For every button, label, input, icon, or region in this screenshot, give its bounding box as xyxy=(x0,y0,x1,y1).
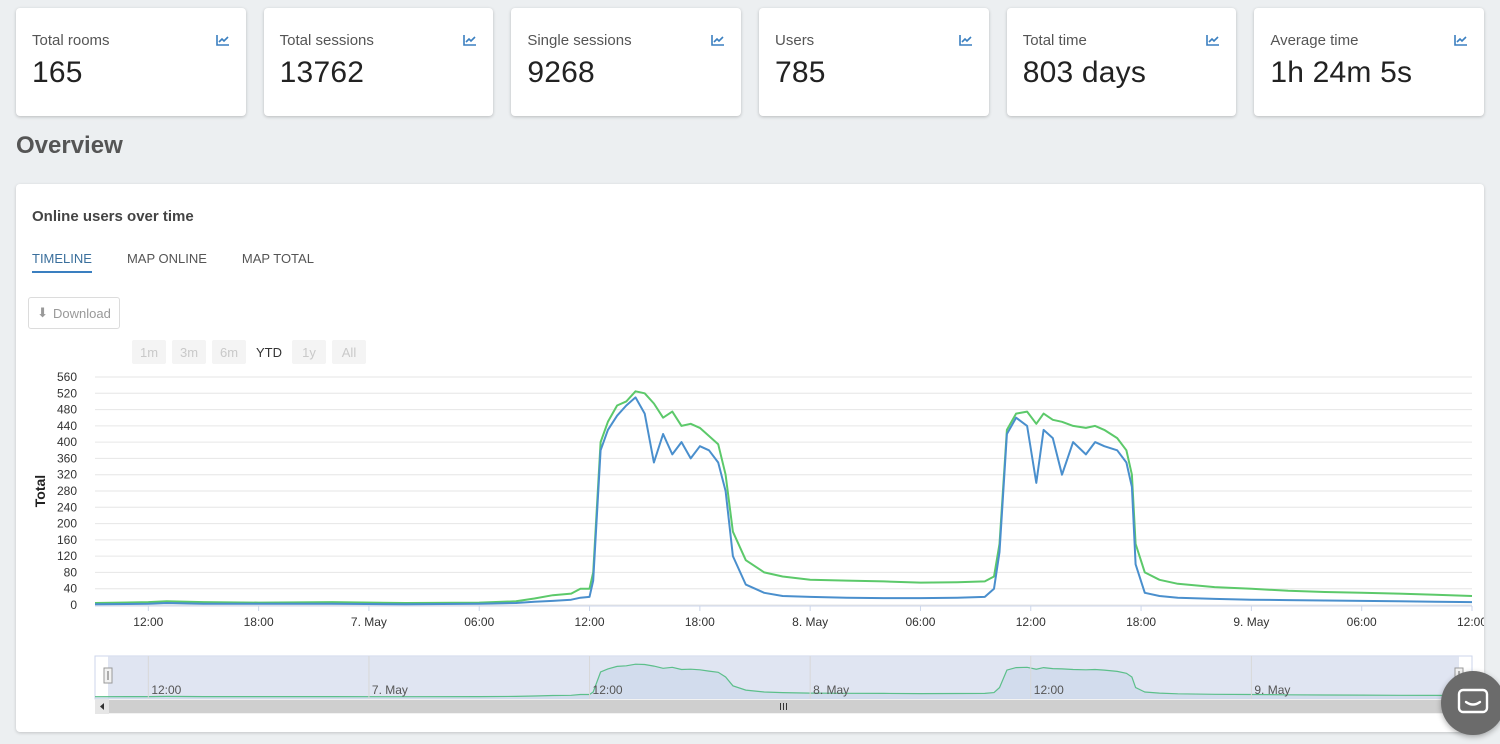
series-line-1 xyxy=(94,390,1473,604)
stat-value: 803 days xyxy=(1022,56,1147,89)
x-tick-label: 8. May xyxy=(792,615,828,629)
overview-title: Overview xyxy=(16,132,123,159)
y-axis-ticks: 0 40 80 120 160 200 240 280 320 360 400 440 480 520 56… xyxy=(57,370,77,612)
stat-card-total-rooms: Total rooms 165 xyxy=(16,8,246,116)
navigator-tick-label: 9. May xyxy=(1254,683,1290,697)
stat-value: 9268 xyxy=(527,56,595,89)
navigator-tick-label: 12:00 xyxy=(1034,683,1064,697)
download-arrow-icon: ⬇ xyxy=(37,305,49,320)
stat-label: Total rooms xyxy=(32,32,110,49)
download-label: Download xyxy=(53,305,111,321)
download-button[interactable]: ⬇ Download xyxy=(28,297,120,329)
x-tick-label: 7. May xyxy=(351,615,387,629)
y-tick-label: 320 xyxy=(57,468,77,482)
stat-value: 1h 24m 5s xyxy=(1270,56,1413,89)
stat-value: 785 xyxy=(775,56,826,89)
stat-label: Total time xyxy=(1022,32,1087,49)
stat-card-total-time: Total time 803 days xyxy=(1006,8,1237,116)
x-tick-label: 12:00 xyxy=(133,615,163,629)
range-navigator[interactable]: 12:00 7. May 12:00 8. May 12:00 9. May xyxy=(94,655,1473,714)
chart-grid xyxy=(95,376,1472,607)
tab-timeline[interactable]: TIMELINE xyxy=(32,251,92,273)
y-axis-label: Total xyxy=(32,475,48,507)
stat-label: Average time xyxy=(1270,32,1359,49)
y-tick-label: 120 xyxy=(57,549,77,563)
x-tick-label: 18:00 xyxy=(244,615,274,629)
y-tick-label: 160 xyxy=(57,533,77,547)
y-tick-label: 240 xyxy=(57,500,77,514)
range-selector: 1m 3m 6m YTD 1y All xyxy=(132,340,366,364)
y-tick-label: 360 xyxy=(57,451,77,465)
x-tick-label: 18:00 xyxy=(1126,615,1156,629)
y-tick-label: 520 xyxy=(57,386,77,400)
stat-card-average-time: Average time 1h 24m 5s xyxy=(1254,8,1485,116)
navigator-tick-label: 12:00 xyxy=(151,683,181,697)
x-tick-label: 12:00 xyxy=(1016,615,1046,629)
online-users-panel: Online users over time TIMELINE MAP ONLI… xyxy=(16,184,1484,732)
range-1y-button[interactable]: 1y xyxy=(292,340,326,364)
y-tick-label: 200 xyxy=(57,517,77,531)
y-tick-label: 280 xyxy=(57,484,77,498)
range-1m-button[interactable]: 1m xyxy=(132,340,166,364)
y-tick-label: 400 xyxy=(57,435,77,449)
y-tick-label: 440 xyxy=(57,419,77,433)
tab-map-online[interactable]: MAP ONLINE xyxy=(126,251,207,266)
line-chart-icon[interactable] xyxy=(463,34,477,46)
line-chart-icon[interactable] xyxy=(215,34,230,46)
stat-value: 13762 xyxy=(279,56,365,89)
chart-series xyxy=(94,390,1473,606)
x-tick-label: 06:00 xyxy=(905,615,935,629)
navigator-area xyxy=(95,664,1472,699)
x-tick-label: 9. May xyxy=(1233,615,1269,629)
y-tick-label: 0 xyxy=(70,598,77,612)
range-all-button[interactable]: All xyxy=(332,340,366,364)
stats-row: Total rooms 165 Total sessions 13762 Sin… xyxy=(16,8,1485,116)
stat-label: Single sessions xyxy=(527,32,632,49)
online-users-chart: 0 40 80 120 160 200 240 280 320 360 400 440 480 520 56… xyxy=(32,370,1484,714)
scroll-left-arrow-icon xyxy=(100,703,104,710)
navigator-tick-label: 12:00 xyxy=(593,683,623,697)
stat-label: Users xyxy=(775,32,815,49)
x-tick-label: 06:00 xyxy=(1347,615,1377,629)
y-tick-label: 480 xyxy=(57,403,77,417)
stat-value: 165 xyxy=(32,56,83,89)
navigator-selection xyxy=(108,656,1459,699)
range-ytd-button[interactable]: YTD xyxy=(252,340,286,364)
series-line-2 xyxy=(94,396,1473,606)
stat-label: Total sessions xyxy=(279,32,374,49)
navigator-tick-label: 7. May xyxy=(372,683,408,697)
x-tick-label: 12:00 xyxy=(575,615,605,629)
navigator-line xyxy=(94,663,1473,698)
line-chart-icon[interactable] xyxy=(1206,34,1220,46)
stat-card-single-sessions: Single sessions 9268 xyxy=(511,8,742,116)
y-tick-label: 560 xyxy=(57,370,77,384)
line-chart-icon[interactable] xyxy=(958,34,973,46)
navigator-tick-label: 8. May xyxy=(813,683,849,697)
x-tick-label: 06:00 xyxy=(464,615,494,629)
tab-map-total[interactable]: MAP TOTAL xyxy=(241,251,314,266)
y-tick-label: 80 xyxy=(64,565,78,579)
x-tick-label: 18:00 xyxy=(685,615,715,629)
line-chart-icon[interactable] xyxy=(711,34,725,46)
stat-card-total-sessions: Total sessions 13762 xyxy=(263,8,494,116)
chat-icon xyxy=(1457,688,1489,714)
line-chart-icon[interactable] xyxy=(1454,34,1468,46)
panel-title: Online users over time xyxy=(32,208,194,225)
range-3m-button[interactable]: 3m xyxy=(172,340,206,364)
x-axis-ticks: 12:00 18:00 7. May 06:00 12:00 18:00 8. May 06:… xyxy=(133,606,1484,629)
y-tick-label: 40 xyxy=(64,582,78,596)
chat-button[interactable] xyxy=(1441,671,1500,735)
panel-tabs: TIMELINE MAP ONLINE MAP TOTAL xyxy=(32,251,314,273)
range-6m-button[interactable]: 6m xyxy=(212,340,246,364)
x-tick-label: 12:00 xyxy=(1457,615,1484,629)
stat-card-users: Users 785 xyxy=(759,8,989,116)
